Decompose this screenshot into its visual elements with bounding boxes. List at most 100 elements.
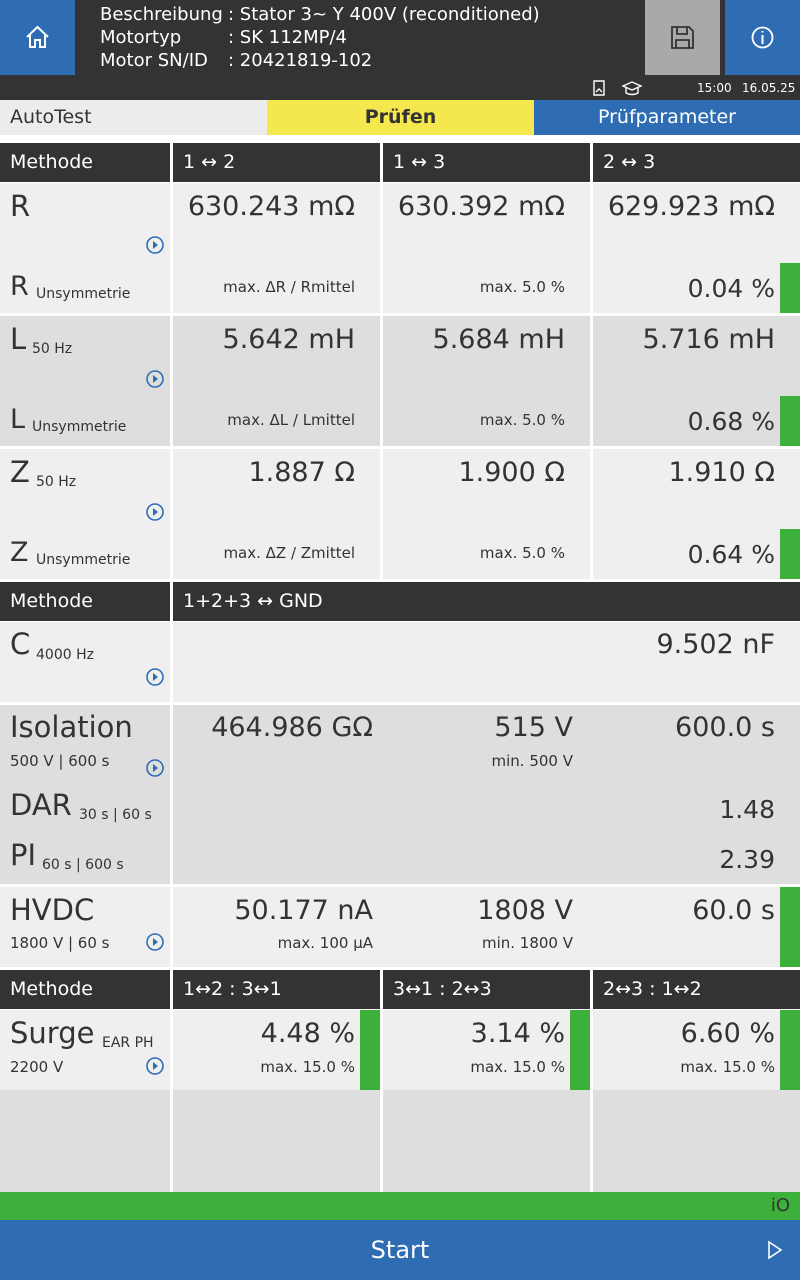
info-button[interactable]: [725, 0, 800, 75]
value: 5.716 mH: [642, 324, 775, 355]
cell: [173, 316, 380, 446]
icon-shape: [146, 759, 164, 777]
value: 1.48: [719, 795, 775, 824]
method-cell: [173, 143, 380, 182]
symbol: C: [10, 627, 31, 661]
formula: max. ΔZ / Zmittel: [223, 544, 355, 562]
value: 60.0 s: [692, 895, 775, 926]
cell: [0, 1010, 170, 1090]
pass-indicator: [780, 1010, 800, 1090]
icon-shape: [26, 25, 49, 48]
cell: [593, 449, 800, 579]
pass-indicator: [780, 529, 800, 579]
limit: max. 15.0 %: [470, 1058, 565, 1076]
method-cell: [0, 582, 170, 621]
value: 9.502 nF: [656, 629, 775, 660]
value: 5.642 mH: [222, 324, 355, 355]
icon-shape: [153, 241, 158, 249]
icon-shape: [593, 80, 605, 96]
method-column: 2↔3 : 1↔2: [603, 978, 702, 1000]
cell: [0, 183, 170, 313]
method-cell: [593, 970, 800, 1009]
replay-icon[interactable]: [145, 235, 165, 255]
test-name: HVDC: [10, 893, 95, 927]
cell: [593, 316, 800, 446]
cell: [383, 316, 590, 446]
cell: [173, 449, 380, 579]
value: 3.14 %: [470, 1018, 565, 1049]
tab-label: Prüfparameter: [598, 106, 736, 128]
cell: [593, 1010, 800, 1090]
method-cell: [593, 143, 800, 182]
value: 2.39: [719, 845, 775, 874]
subscript: Unsymmetrie: [36, 552, 131, 568]
cell: [383, 183, 590, 313]
icon-shape: [153, 375, 158, 383]
test-name: Surge: [10, 1016, 95, 1050]
replay-icon[interactable]: [145, 1056, 165, 1076]
home-icon: [26, 25, 49, 48]
info-value: : SK 112MP/4: [228, 27, 347, 48]
result: 0.64 %: [687, 540, 775, 569]
value: 630.392 mΩ: [397, 191, 565, 222]
value: 6.60 %: [680, 1018, 775, 1049]
cell: [0, 449, 170, 579]
pass-indicator: [780, 263, 800, 313]
info-label: Motortyp: [100, 27, 182, 48]
result: 0.04 %: [687, 274, 775, 303]
empty-cell: [0, 1090, 170, 1192]
value: 4.48 %: [260, 1018, 355, 1049]
tab[interactable]: AutoTest: [0, 100, 267, 135]
test-params: 1800 V | 60 s: [10, 934, 110, 952]
subscript: Unsymmetrie: [32, 419, 127, 435]
icon-shape: [768, 1240, 783, 1260]
tab-active[interactable]: Prüfen: [267, 100, 534, 135]
replay-icon[interactable]: [145, 667, 165, 687]
subscript: 4000 Hz: [36, 647, 94, 663]
cell: [173, 705, 800, 884]
test-name: Isolation: [10, 710, 133, 744]
symbol: L: [10, 404, 26, 435]
value: 1.900 Ω: [458, 457, 565, 488]
subscript: EAR PH: [102, 1035, 154, 1051]
replay-icon[interactable]: [145, 369, 165, 389]
info-value: : Stator 3~ Y 400V (reconditioned): [228, 4, 540, 25]
method-cell: [0, 970, 170, 1009]
replay-icon[interactable]: [145, 502, 165, 522]
value: 1.887 Ω: [248, 457, 355, 488]
info-value: : 20421819-102: [228, 50, 373, 71]
tab[interactable]: Prüfparameter: [534, 100, 800, 135]
replay-icon[interactable]: [145, 758, 165, 778]
icon-shape: [153, 508, 158, 516]
cell: [383, 449, 590, 579]
cell: [173, 183, 380, 313]
pass-indicator: [780, 396, 800, 446]
icon-shape: [146, 1057, 164, 1075]
empty-cell: [383, 1090, 590, 1192]
method-cell: [383, 143, 590, 182]
empty-cell: [593, 1090, 800, 1192]
icon-shape: [153, 1062, 158, 1070]
method-cell: [383, 970, 590, 1009]
method-column: 2 ↔ 3: [603, 151, 656, 173]
formula: max. ΔR / Rmittel: [223, 278, 355, 296]
icon-shape: [621, 81, 643, 96]
tab-label: Prüfen: [364, 106, 437, 128]
cell: [0, 705, 170, 884]
limit: max. 5.0 %: [479, 411, 565, 429]
start-button[interactable]: Start: [0, 1220, 800, 1280]
method-cell: [173, 970, 380, 1009]
info-label: Motor SN/ID: [100, 50, 208, 71]
save-button[interactable]: [645, 0, 720, 75]
status-icons: [593, 80, 643, 96]
pass-indicator: [570, 1010, 590, 1090]
info-icon: [751, 26, 774, 49]
start-arrow: [768, 1240, 783, 1260]
clock-time: 15:00: [697, 81, 732, 95]
value: 1808 V: [477, 895, 573, 926]
cell: [593, 183, 800, 313]
subscript: Unsymmetrie: [36, 286, 131, 302]
value: 5.684 mH: [432, 324, 565, 355]
home-button[interactable]: [0, 0, 75, 75]
replay-icon[interactable]: [145, 932, 165, 952]
